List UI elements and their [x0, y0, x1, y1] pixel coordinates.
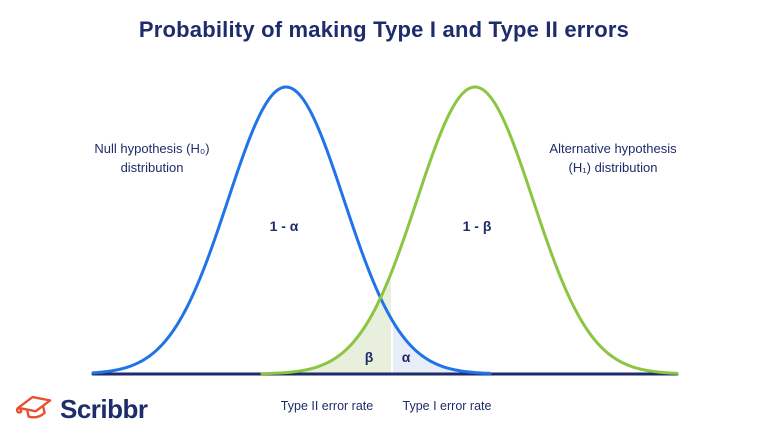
null-hypothesis-label-line2: distribution [120, 160, 184, 175]
beta-region-label: β [364, 349, 374, 365]
one-minus-beta-label: 1 - β [462, 218, 492, 234]
scribbr-logo: Scribbr [15, 391, 148, 428]
figure-title: Probability of making Type I and Type II… [138, 17, 630, 42]
scribbr-logo-text: Scribbr [60, 394, 148, 424]
alpha-region-label: α [401, 349, 411, 365]
graduation-cap-icon [15, 395, 52, 419]
beta-region-fill [262, 273, 391, 374]
null-curve [91, 85, 492, 375]
alternative-hypothesis-label-line1: Alternative hypothesis [549, 141, 677, 156]
alternative-hypothesis-label: Alternative hypothesis (H₁) distribution [549, 139, 676, 177]
type2-error-rate-caption: Type II error rate [280, 399, 374, 413]
type1-error-rate-caption: Type I error rate [402, 399, 492, 413]
alt-curve [260, 85, 679, 376]
null-hypothesis-label: Null hypothesis (H₀) distribution [94, 139, 209, 177]
one-minus-alpha-label: 1 - α [269, 218, 299, 234]
alpha-region-fill [393, 321, 490, 374]
null-hypothesis-label-line1: Null hypothesis (H₀) [94, 141, 210, 156]
alternative-hypothesis-label-line2: (H₁) distribution [568, 160, 658, 175]
